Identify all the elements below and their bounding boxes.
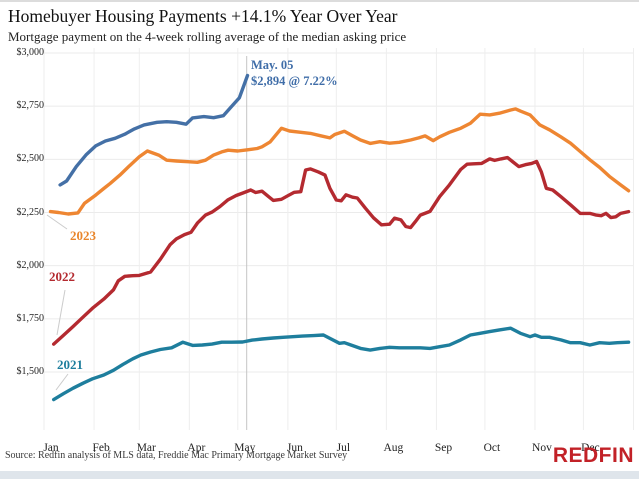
x-tick-label: Feb [92,442,110,454]
series-line-year-2022 [52,155,631,346]
series-label-2021: 2021 [57,357,83,372]
y-tick-label: $2,000 [16,259,45,271]
y-tick-label: $2,250 [16,206,45,218]
x-tick-label: Nov [532,442,552,454]
y-tick-label: $1,750 [16,312,45,324]
chart-title: Homebuyer Housing Payments +14.1% Year O… [8,6,398,26]
y-tick-label: $2,500 [16,153,45,165]
redfin-logo: REDFIN [552,444,634,467]
x-tick-label: Jan [43,442,59,454]
series-line-current-year-to-may-05 [58,73,250,187]
may-05-annotation: May. 05 $2,894 @ 7.22% [251,57,338,89]
source-attribution: Source: Redfin analysis of MLS data, Fre… [5,450,348,461]
x-tick-label: Jul [336,442,351,454]
top-border [0,0,639,2]
x-tick-label: Dec [581,442,600,454]
y-tick-label: $3,000 [16,47,45,58]
chart-subtitle: Mortgage payment on the 4-week rolling a… [8,29,407,44]
x-tick-label: Apr [187,442,206,454]
x-tick-label: Aug [383,442,404,454]
annotation-date: May. 05 [251,58,294,72]
annotation-value: $2,894 @ 7.22% [251,74,338,88]
y-tick-label: $2,750 [16,100,45,112]
series-label-2022: 2022 [49,269,75,284]
x-tick-label: May [234,442,256,454]
series-line-year-2021 [52,326,631,402]
x-tick-label: Jun [286,442,303,454]
x-tick-label: Sep [434,442,453,454]
bottom-border [0,471,639,479]
y-tick-label: $1,500 [16,366,45,377]
x-tick-label: Oct [483,442,501,454]
line-chart-plot [43,48,634,430]
series-line-year-2023 [48,107,631,216]
x-tick-label: Mar [136,442,156,454]
series-label-2023: 2023 [70,228,96,243]
